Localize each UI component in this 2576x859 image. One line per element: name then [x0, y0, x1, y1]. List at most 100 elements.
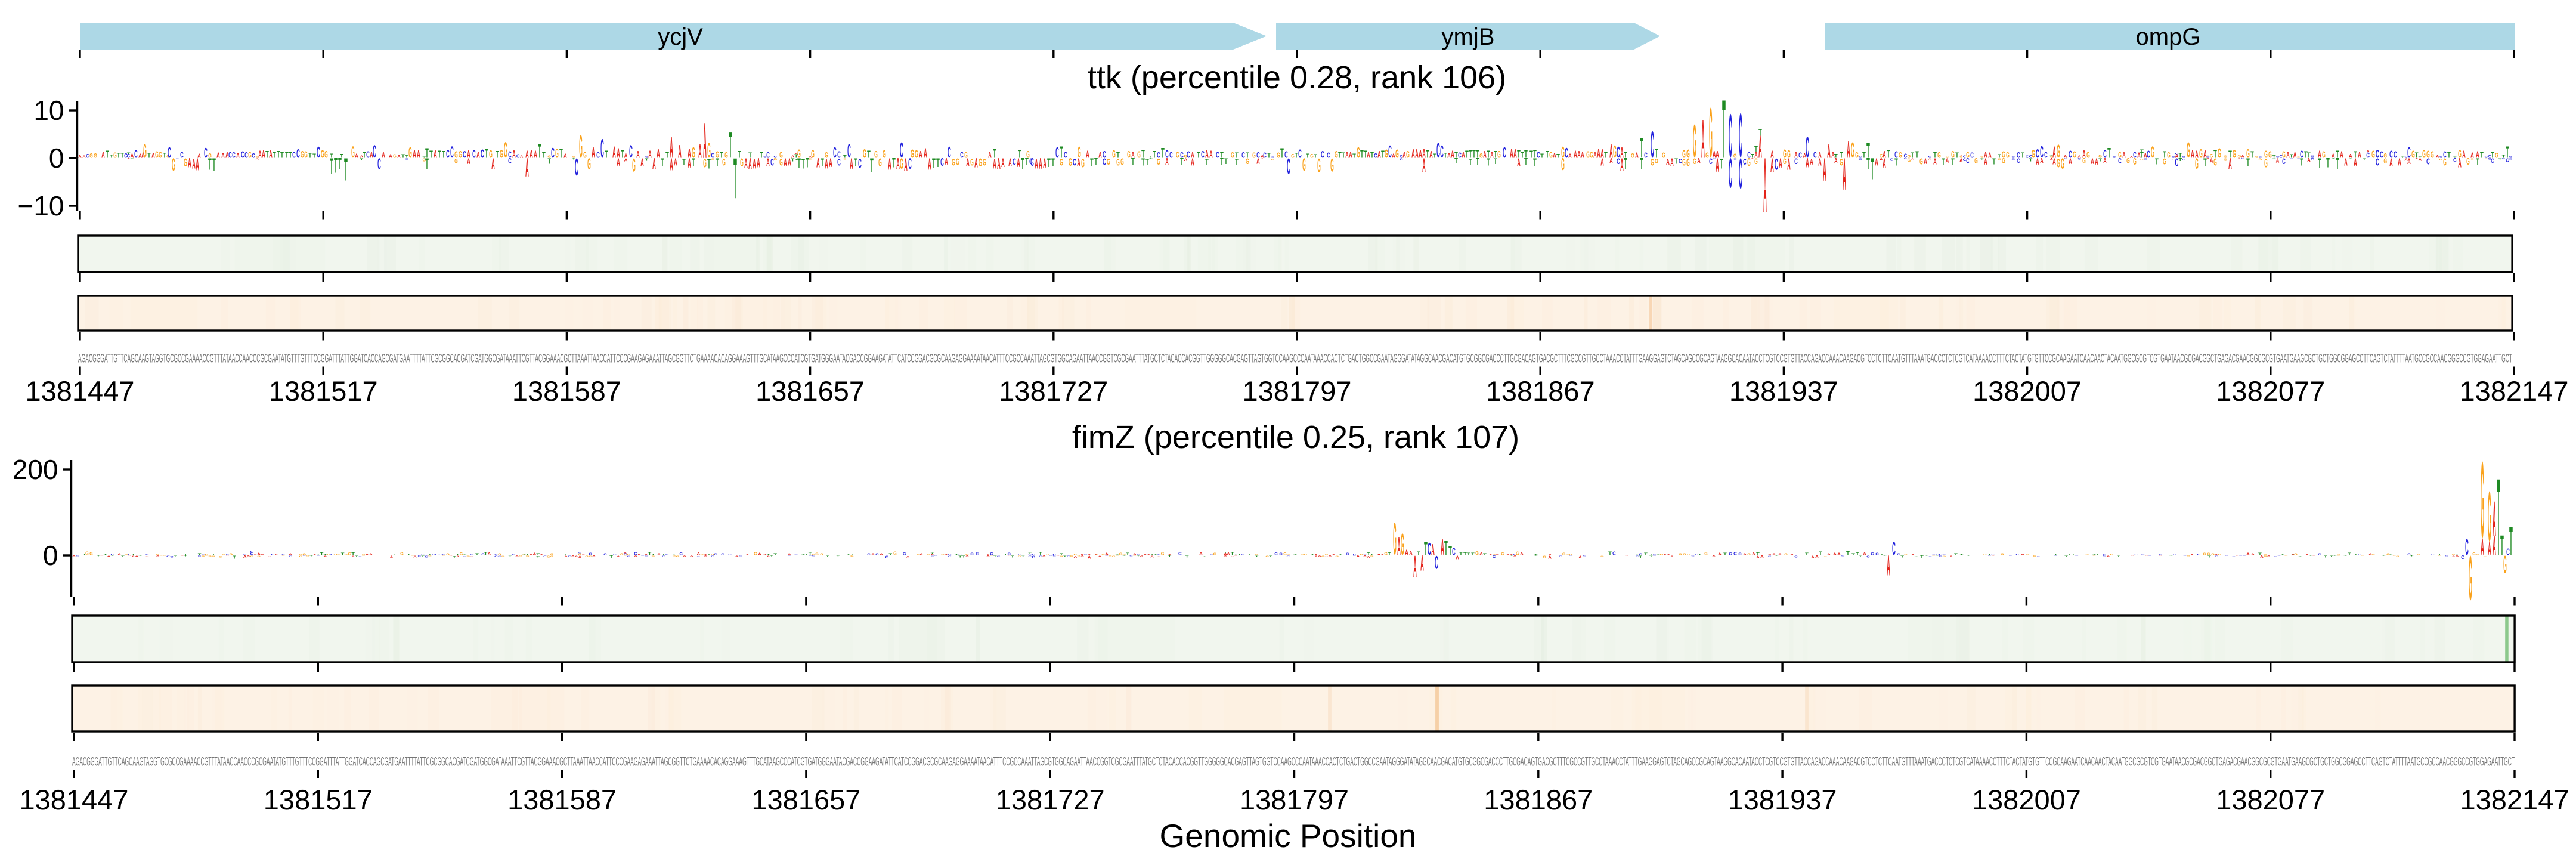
svg-text:G: G [2211, 554, 2215, 556]
svg-text:G: G [555, 146, 559, 161]
svg-text:C: C [2484, 156, 2488, 159]
svg-text:C: C [1537, 150, 1540, 160]
svg-text:G: G [1157, 157, 1160, 166]
svg-text:G: G [1122, 554, 1126, 555]
svg-text:G: G [956, 156, 959, 167]
svg-text:A: A [1184, 157, 1188, 162]
svg-text:G: G [711, 159, 714, 161]
svg-text:C: C [1321, 149, 1324, 160]
svg-text:C: C [578, 552, 582, 554]
svg-text:T: T [1039, 551, 1043, 557]
svg-text:T: T [955, 554, 959, 555]
svg-text:T: T [1915, 149, 1919, 160]
svg-text:G: G [820, 554, 823, 556]
svg-text:T: T [184, 555, 187, 556]
svg-text:1381447: 1381447 [26, 375, 135, 407]
svg-text:C: C [2182, 156, 2185, 159]
svg-text:T: T [2326, 156, 2330, 171]
svg-text:G: G [900, 155, 903, 172]
svg-text:G: G [522, 554, 526, 555]
svg-text:T: T [2453, 157, 2457, 159]
svg-text:T: T [422, 157, 426, 159]
svg-text:C: C [721, 553, 724, 556]
svg-text:A: A [1314, 554, 1318, 555]
svg-text:G: G [676, 556, 679, 558]
svg-text:A: A [1818, 151, 1822, 160]
svg-text:10: 10 [33, 95, 64, 126]
svg-text:C: C [2276, 156, 2280, 159]
svg-text:A: A [253, 554, 258, 556]
svg-text:A: A [78, 154, 82, 159]
svg-text:G: G [2481, 440, 2484, 561]
svg-text:T: T [2272, 155, 2276, 159]
svg-text:C: C [1241, 151, 1245, 160]
svg-text:A: A [1760, 555, 1764, 558]
svg-text:T: T [2054, 554, 2058, 555]
svg-text:T: T [1674, 157, 1678, 166]
svg-text:G: G [2086, 151, 2090, 160]
svg-text:A: A [2195, 149, 2199, 160]
svg-text:C: C [1013, 157, 1016, 168]
svg-text:T: T [2324, 555, 2327, 558]
svg-text:T: T [806, 156, 809, 171]
svg-text:A: A [1080, 554, 1084, 556]
svg-text:G: G [589, 555, 592, 557]
svg-text:T: T [1980, 158, 1984, 160]
svg-text:G: G [1569, 554, 1572, 556]
svg-text:C: C [2141, 554, 2145, 555]
svg-text:G: G [1783, 147, 1787, 161]
svg-text:T: T [2500, 530, 2504, 562]
svg-text:C: C [2118, 158, 2122, 166]
svg-text:T: T [1644, 552, 1648, 556]
svg-text:C: C [2029, 154, 2033, 159]
svg-text:G: G [2187, 555, 2190, 557]
svg-text:T: T [760, 150, 763, 160]
svg-text:C: C [1739, 100, 1742, 171]
svg-text:A: A [355, 152, 358, 159]
svg-text:A: A [1422, 155, 1426, 177]
svg-text:1381867: 1381867 [1484, 784, 1593, 815]
svg-text:C: C [1866, 555, 1870, 558]
svg-text:G: G [500, 148, 503, 160]
svg-text:T: T [2476, 156, 2479, 167]
svg-text:C: C [543, 556, 547, 558]
svg-text:A: A [2462, 149, 2466, 160]
svg-text:C: C [1049, 555, 1053, 556]
svg-text:G: G [2503, 552, 2507, 579]
svg-text:A: A [1593, 151, 1597, 160]
svg-text:C: C [450, 144, 454, 162]
svg-text:T: T [265, 149, 269, 160]
svg-text:C: C [1032, 555, 1035, 560]
svg-text:G: G [2224, 155, 2227, 159]
svg-text:G: G [1074, 554, 1078, 556]
svg-text:A: A [2144, 152, 2147, 160]
svg-text:C: C [958, 554, 962, 556]
svg-text:C: C [198, 556, 202, 557]
svg-text:A: A [1778, 553, 1782, 556]
svg-text:C: C [763, 156, 767, 158]
svg-text:C: C [2077, 159, 2082, 160]
svg-text:T: T [2272, 158, 2277, 159]
svg-text:A: A [1578, 555, 1582, 560]
svg-text:A: A [1988, 152, 1992, 160]
svg-text:A: A [1098, 556, 1102, 558]
svg-text:C: C [1963, 157, 1967, 162]
svg-text:C: C [2297, 159, 2301, 160]
svg-text:A: A [578, 555, 582, 560]
svg-text:G: G [2082, 157, 2086, 165]
svg-text:T: T [330, 153, 333, 160]
svg-text:C: C [1129, 555, 1133, 557]
svg-text:C: C [812, 555, 816, 556]
svg-text:A: A [1827, 553, 1831, 556]
svg-text:C: C [1279, 553, 1283, 556]
svg-text:A: A [2052, 156, 2056, 166]
svg-text:T: T [720, 150, 723, 160]
svg-text:C: C [330, 554, 335, 556]
svg-text:C: C [1440, 143, 1444, 162]
svg-text:C: C [1374, 152, 1377, 160]
svg-text:C: C [960, 150, 964, 160]
svg-text:T: T [1454, 157, 1458, 165]
svg-text:T: T [1494, 156, 1497, 166]
svg-text:C: C [2011, 156, 2015, 158]
svg-text:T: T [1220, 156, 1224, 167]
